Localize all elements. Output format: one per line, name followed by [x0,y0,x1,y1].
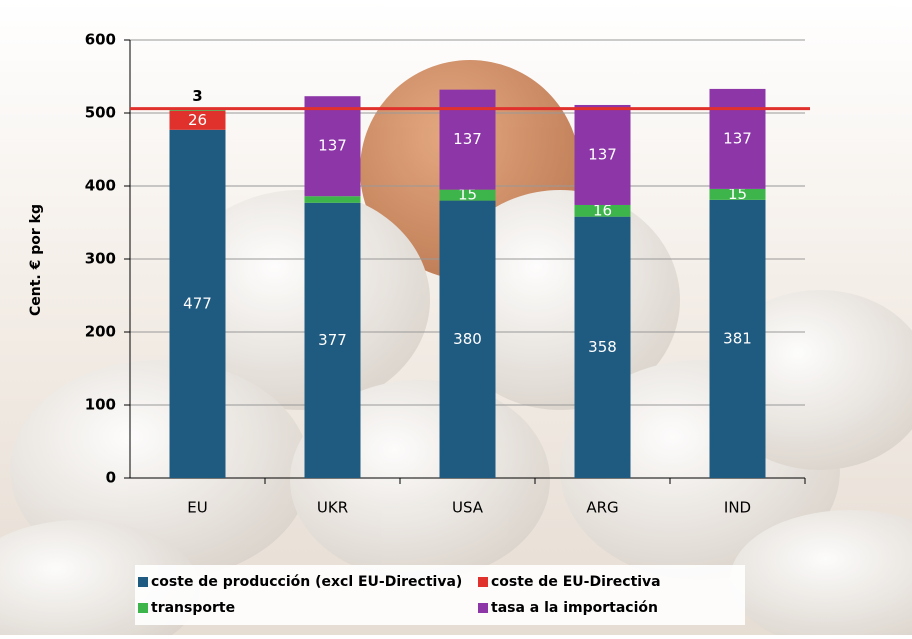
legend-label: coste de producción (excl EU-Directiva) [151,574,462,590]
y-tick-label: 0 [106,469,116,487]
data-label: 377 [318,331,347,349]
bar-segment [439,189,496,201]
data-label: 3 [192,87,202,105]
bar-segment [709,88,766,189]
bar-segment [574,204,631,217]
bar-segment [304,96,361,197]
legend-swatch [138,603,148,613]
legend-swatch [138,577,148,587]
legend-box [135,565,745,625]
legend-label: coste de EU-Directiva [491,574,661,590]
x-tick-label: IND [724,499,751,517]
x-tick-label: UKR [317,499,348,517]
bar-segment [304,202,361,479]
data-label: 137 [723,129,752,147]
y-tick-label: 400 [85,177,116,195]
bar-segment [709,199,766,478]
data-label: 15 [728,185,747,203]
data-label: 137 [453,130,482,148]
data-label: 137 [588,145,617,163]
data-label: 381 [723,329,752,347]
bar-segment [574,104,631,205]
y-tick-label: 500 [85,104,116,122]
bar-segment [169,129,226,479]
x-tick-label: USA [452,499,484,517]
data-label: 358 [588,338,617,356]
y-axis-label: Cent. € por kg [28,204,44,316]
legend-swatch [478,577,488,587]
data-label: 380 [453,330,482,348]
bar-segment [439,200,496,478]
x-tick-label: EU [187,499,207,517]
y-tick-label: 600 [85,31,116,49]
bar-segment [574,216,631,478]
data-label: 477 [183,294,212,312]
bar-segment [439,89,496,190]
bar-segment [709,188,766,200]
x-tick-label: ARG [586,499,618,517]
legend-swatch [478,603,488,613]
y-tick-label: 100 [85,396,116,414]
y-tick-label: 200 [85,323,116,341]
bar-segment [304,196,361,203]
bar-segment [169,110,226,130]
data-label: 137 [318,137,347,155]
legend-label: transporte [151,600,235,616]
data-label: 16 [593,201,612,219]
data-label: 15 [458,186,477,204]
y-tick-label: 300 [85,250,116,268]
data-label: 26 [188,111,207,129]
legend-label: tasa a la importación [491,600,658,616]
